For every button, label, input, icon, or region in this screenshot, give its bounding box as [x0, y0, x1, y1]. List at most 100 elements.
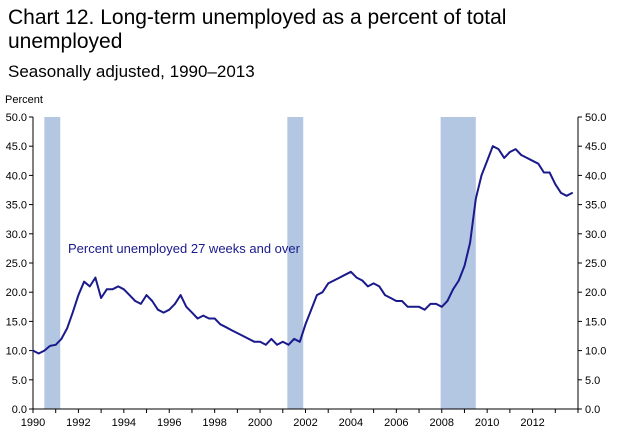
y-tick-label-left: 40.0	[6, 170, 27, 182]
data-point	[378, 285, 381, 288]
x-tick-label: 2002	[293, 417, 317, 429]
data-point	[140, 303, 142, 305]
data-point	[179, 294, 182, 296]
data-point	[310, 308, 312, 311]
data-point	[32, 349, 34, 352]
data-point	[401, 300, 403, 302]
data-point	[111, 288, 114, 291]
series-line	[32, 145, 573, 355]
data-point	[208, 317, 210, 320]
data-point	[361, 279, 364, 282]
data-point	[43, 349, 46, 352]
data-point	[247, 338, 250, 340]
data-point	[497, 148, 500, 150]
recession-band-1	[44, 117, 61, 409]
data-point	[281, 341, 284, 343]
data-point	[384, 294, 386, 296]
y-tick-label-right: 50.0	[585, 112, 606, 124]
data-point	[264, 343, 267, 346]
data-point	[191, 311, 193, 314]
data-point	[480, 174, 483, 177]
x-tick-label: 1998	[202, 417, 226, 429]
data-point	[344, 273, 347, 276]
data-point	[327, 282, 330, 285]
data-point	[475, 197, 477, 200]
data-point	[423, 308, 426, 311]
data-point	[429, 303, 432, 305]
data-point	[503, 157, 505, 159]
data-point	[537, 162, 540, 165]
data-point	[242, 335, 244, 337]
data-point	[219, 323, 222, 326]
y-tick-label-left: 15.0	[6, 316, 27, 328]
data-point	[66, 327, 68, 330]
chart-title: Chart 12. Long-term unemployed as a perc…	[8, 6, 507, 53]
x-tick-label: 2010	[475, 417, 499, 429]
y-tick-label-left: 20.0	[6, 287, 27, 299]
y-tick-label-right: 30.0	[585, 229, 606, 241]
y-tick-label-right: 25.0	[585, 258, 606, 270]
data-point	[106, 288, 108, 291]
data-point	[389, 297, 392, 299]
y-tick-label-right: 15.0	[585, 316, 606, 328]
y-tick-label-right: 0.0	[585, 404, 600, 416]
data-point	[117, 285, 119, 288]
data-point	[236, 332, 239, 334]
y-tick-label-right: 40.0	[585, 170, 606, 182]
data-point	[293, 338, 295, 340]
data-point	[253, 341, 256, 343]
data-point	[134, 300, 136, 302]
data-point	[560, 192, 562, 194]
x-tick-label: 1996	[157, 417, 181, 429]
data-point	[531, 160, 534, 162]
data-point	[128, 294, 131, 296]
data-point	[406, 306, 409, 308]
data-point	[145, 294, 148, 296]
x-tick-label: 2004	[339, 417, 363, 429]
recession-band-2	[287, 117, 304, 409]
data-point	[202, 314, 205, 317]
x-tick-label: 2006	[384, 417, 408, 429]
data-point	[49, 345, 51, 347]
data-point	[333, 279, 335, 282]
data-point	[367, 285, 369, 288]
data-point	[395, 300, 398, 302]
data-point	[225, 326, 227, 329]
data-point	[452, 288, 454, 291]
y-tick-label-right: 35.0	[585, 200, 606, 212]
data-point	[168, 308, 171, 311]
data-point	[571, 192, 574, 194]
data-point	[554, 183, 557, 185]
x-tick-label: 2008	[430, 417, 454, 429]
data-point	[71, 311, 74, 314]
recession-band-3	[440, 117, 476, 409]
data-point	[514, 148, 517, 150]
data-point	[435, 303, 437, 305]
x-tick-label: 2012	[520, 417, 544, 429]
data-point	[463, 265, 466, 267]
data-point	[509, 151, 511, 153]
data-point	[162, 311, 165, 314]
data-point	[185, 306, 188, 308]
y-tick-label-left: 10.0	[6, 346, 27, 358]
data-point	[270, 338, 273, 340]
y-tick-label-right: 10.0	[585, 346, 606, 358]
data-point	[350, 270, 352, 273]
y-tick-label-right: 5.0	[585, 375, 600, 387]
x-tick-label: 1994	[112, 417, 136, 429]
data-point	[565, 195, 568, 197]
data-point	[60, 338, 63, 340]
y-tick-label-right: 20.0	[585, 287, 606, 299]
y-tick-label-left: 5.0	[12, 375, 27, 387]
data-point	[321, 291, 324, 294]
data-point	[440, 306, 443, 308]
data-point	[486, 160, 488, 162]
data-point	[412, 306, 415, 308]
data-point	[457, 279, 460, 282]
chart-subtitle: Seasonally adjusted, 1990–2013	[8, 62, 255, 81]
data-point	[492, 145, 494, 147]
data-point	[259, 341, 261, 343]
data-point	[316, 294, 318, 296]
data-point	[338, 276, 341, 279]
y-tick-label-left: 0.0	[12, 404, 27, 416]
